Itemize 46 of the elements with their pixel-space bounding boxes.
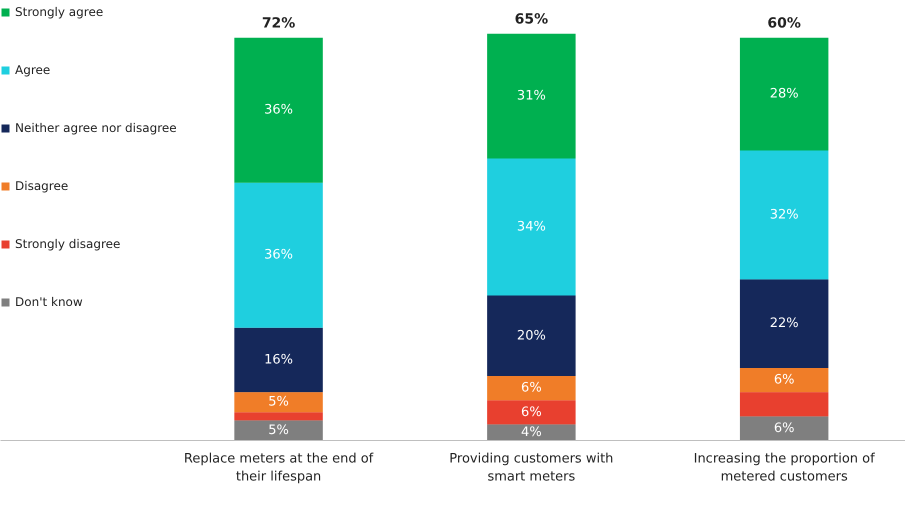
x-tick-label: Increasing the proportion of metered customers: [694, 452, 876, 484]
data-label: 36%: [264, 248, 294, 263]
data-label: 28%: [770, 86, 799, 102]
data-label: 34%: [516, 220, 546, 235]
legend-label: Neither agree nor disagree: [15, 121, 177, 135]
bar: [487, 158, 576, 296]
bar: [740, 38, 828, 150]
legend-label: Agree: [15, 63, 50, 77]
bar: [234, 328, 323, 392]
bar: [487, 34, 576, 159]
legend-label: Strongly agree: [15, 5, 104, 19]
bar: [487, 376, 576, 400]
data-label: 5%: [268, 422, 289, 438]
data-label: 6%: [774, 372, 794, 388]
data-label: 32%: [770, 207, 799, 222]
data-label: 6%: [774, 420, 794, 436]
x-tick-label: Providing customers with smart meters: [449, 452, 614, 484]
legend-label: Strongly disagree: [15, 237, 120, 251]
data-label: 22%: [770, 316, 799, 332]
bar: [487, 424, 576, 440]
bar: [234, 412, 323, 420]
annotation: 65%: [514, 12, 548, 28]
bar: [234, 392, 323, 412]
legend-label: Disagree: [15, 179, 68, 193]
annotation: 72%: [262, 16, 296, 32]
data-label: 16%: [264, 352, 294, 368]
bar: [234, 38, 323, 183]
data-label: 6%: [521, 380, 542, 396]
data-label: 6%: [521, 404, 542, 420]
bar: [234, 420, 323, 440]
bar: [740, 368, 828, 392]
legend-label: Don't know: [15, 295, 83, 309]
bar: [487, 296, 576, 376]
annotation: 60%: [767, 16, 801, 32]
bar: [740, 392, 828, 416]
data-label: 31%: [516, 88, 546, 104]
bar: [487, 400, 576, 424]
data-label: 36%: [264, 102, 294, 118]
x-tick-label: Replace meters at the end of their lifespan: [184, 452, 374, 484]
bar: [234, 182, 323, 328]
data-label: 20%: [516, 328, 546, 344]
data-label: 5%: [268, 394, 289, 410]
data-label: 4%: [521, 424, 542, 440]
bar: [740, 150, 828, 280]
bar: [740, 416, 828, 440]
bar: [740, 279, 828, 368]
